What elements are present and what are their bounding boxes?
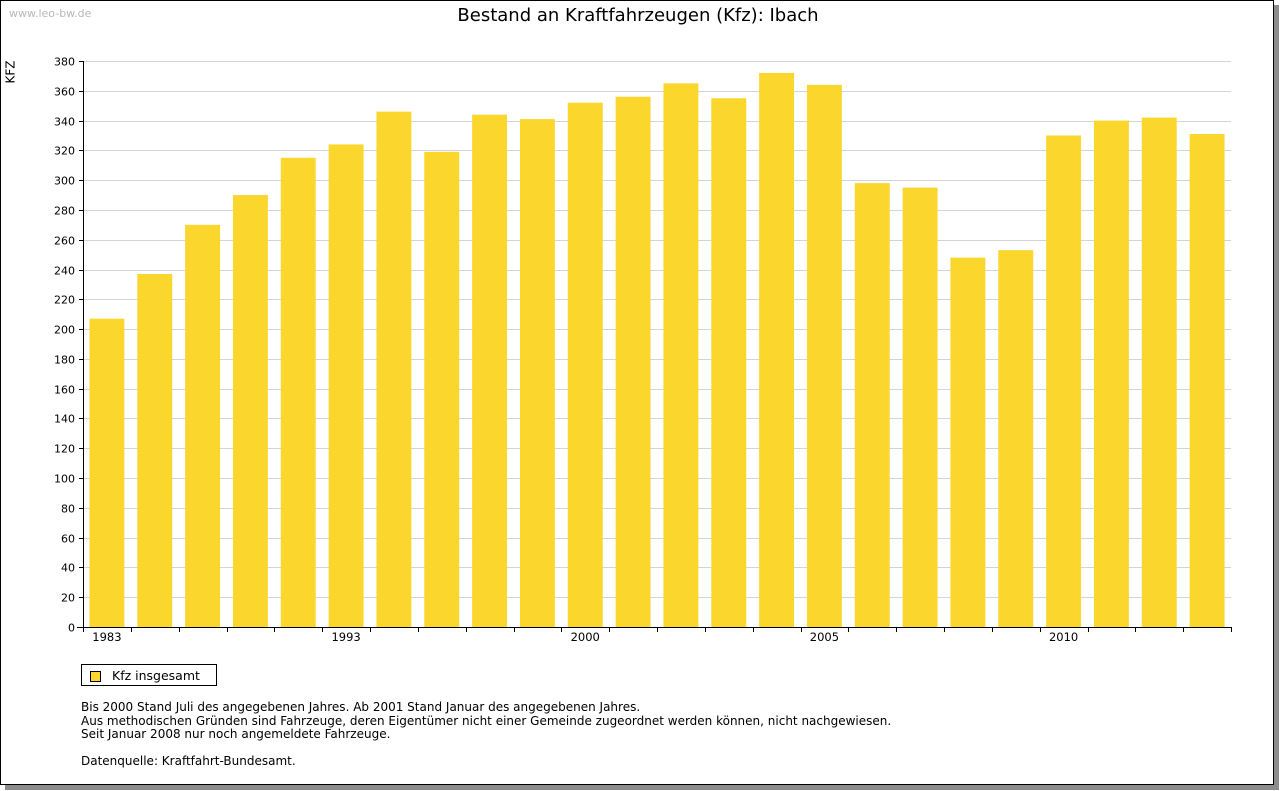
bar (424, 151, 460, 627)
bar (567, 102, 603, 627)
footnote: Bis 2000 Stand Juli des angegebenen Jahr… (81, 700, 641, 714)
legend-swatch (90, 671, 101, 682)
legend: Kfz insgesamt (81, 664, 217, 686)
bar (1189, 133, 1225, 628)
x-tick-label: 2005 (810, 630, 839, 644)
x-tick-label: 1983 (92, 630, 121, 644)
bar (759, 72, 795, 628)
y-tick-label: 160 (54, 384, 75, 397)
bar (854, 183, 890, 627)
y-tick-label: 360 (54, 86, 75, 99)
y-tick-label: 300 (54, 175, 75, 188)
x-tick-label: 2000 (571, 630, 600, 644)
y-tick-label: 140 (54, 413, 75, 426)
bar (89, 318, 125, 627)
bar (711, 98, 747, 628)
bar (1141, 117, 1177, 627)
bar (472, 114, 508, 628)
chart-title: Bestand an Kraftfahrzeugen (Kfz): Ibach (457, 5, 819, 26)
bar (950, 257, 986, 627)
y-tick-label: 0 (68, 622, 75, 635)
bar (185, 224, 221, 627)
y-tick-label: 260 (54, 235, 75, 248)
bar (280, 157, 316, 627)
bar (328, 144, 364, 627)
bar (806, 84, 842, 627)
watermark: www.leo-bw.de (9, 7, 92, 20)
y-tick-label: 60 (61, 533, 75, 546)
footnote: Seit Januar 2008 nur noch angemeldete Fa… (81, 727, 391, 741)
bar-chart: 0 20 40 60 80 100 120 140 160 180 200 220 240 260 280 3… (54, 56, 1232, 644)
x-tick-label: 2010 (1049, 630, 1078, 644)
x-tick-label: 1993 (331, 630, 360, 644)
y-tick-label: 240 (54, 265, 75, 278)
bar (232, 195, 268, 628)
y-tick-label: 120 (54, 443, 75, 456)
bar (663, 83, 699, 627)
bar (998, 250, 1034, 628)
bar (519, 119, 555, 627)
bar (1093, 120, 1129, 627)
y-tick-label: 180 (54, 354, 75, 367)
y-tick-label: 280 (54, 205, 75, 218)
bar (1046, 135, 1082, 627)
y-tick-label: 100 (54, 473, 75, 486)
y-tick-label: 220 (54, 294, 75, 307)
y-tick-label: 200 (54, 324, 75, 337)
y-tick-label: 320 (54, 145, 75, 158)
y-tick-label: 340 (54, 116, 75, 129)
y-tick-label: 80 (61, 503, 75, 516)
y-tick-label: 20 (61, 592, 75, 605)
data-source: Datenquelle: Kraftfahrt-Bundesamt. (81, 754, 296, 768)
footnote: Aus methodischen Gründen sind Fahrzeuge,… (81, 713, 892, 728)
bar (376, 111, 412, 628)
y-tick-label: 380 (54, 56, 75, 69)
bar (137, 273, 173, 627)
bar (902, 187, 938, 627)
footnotes: Bis 2000 Stand Juli des angegebenen Jahr… (81, 700, 892, 742)
y-tick-label: 40 (61, 562, 75, 575)
bar (615, 96, 651, 627)
legend-label: Kfz insgesamt (112, 668, 200, 683)
